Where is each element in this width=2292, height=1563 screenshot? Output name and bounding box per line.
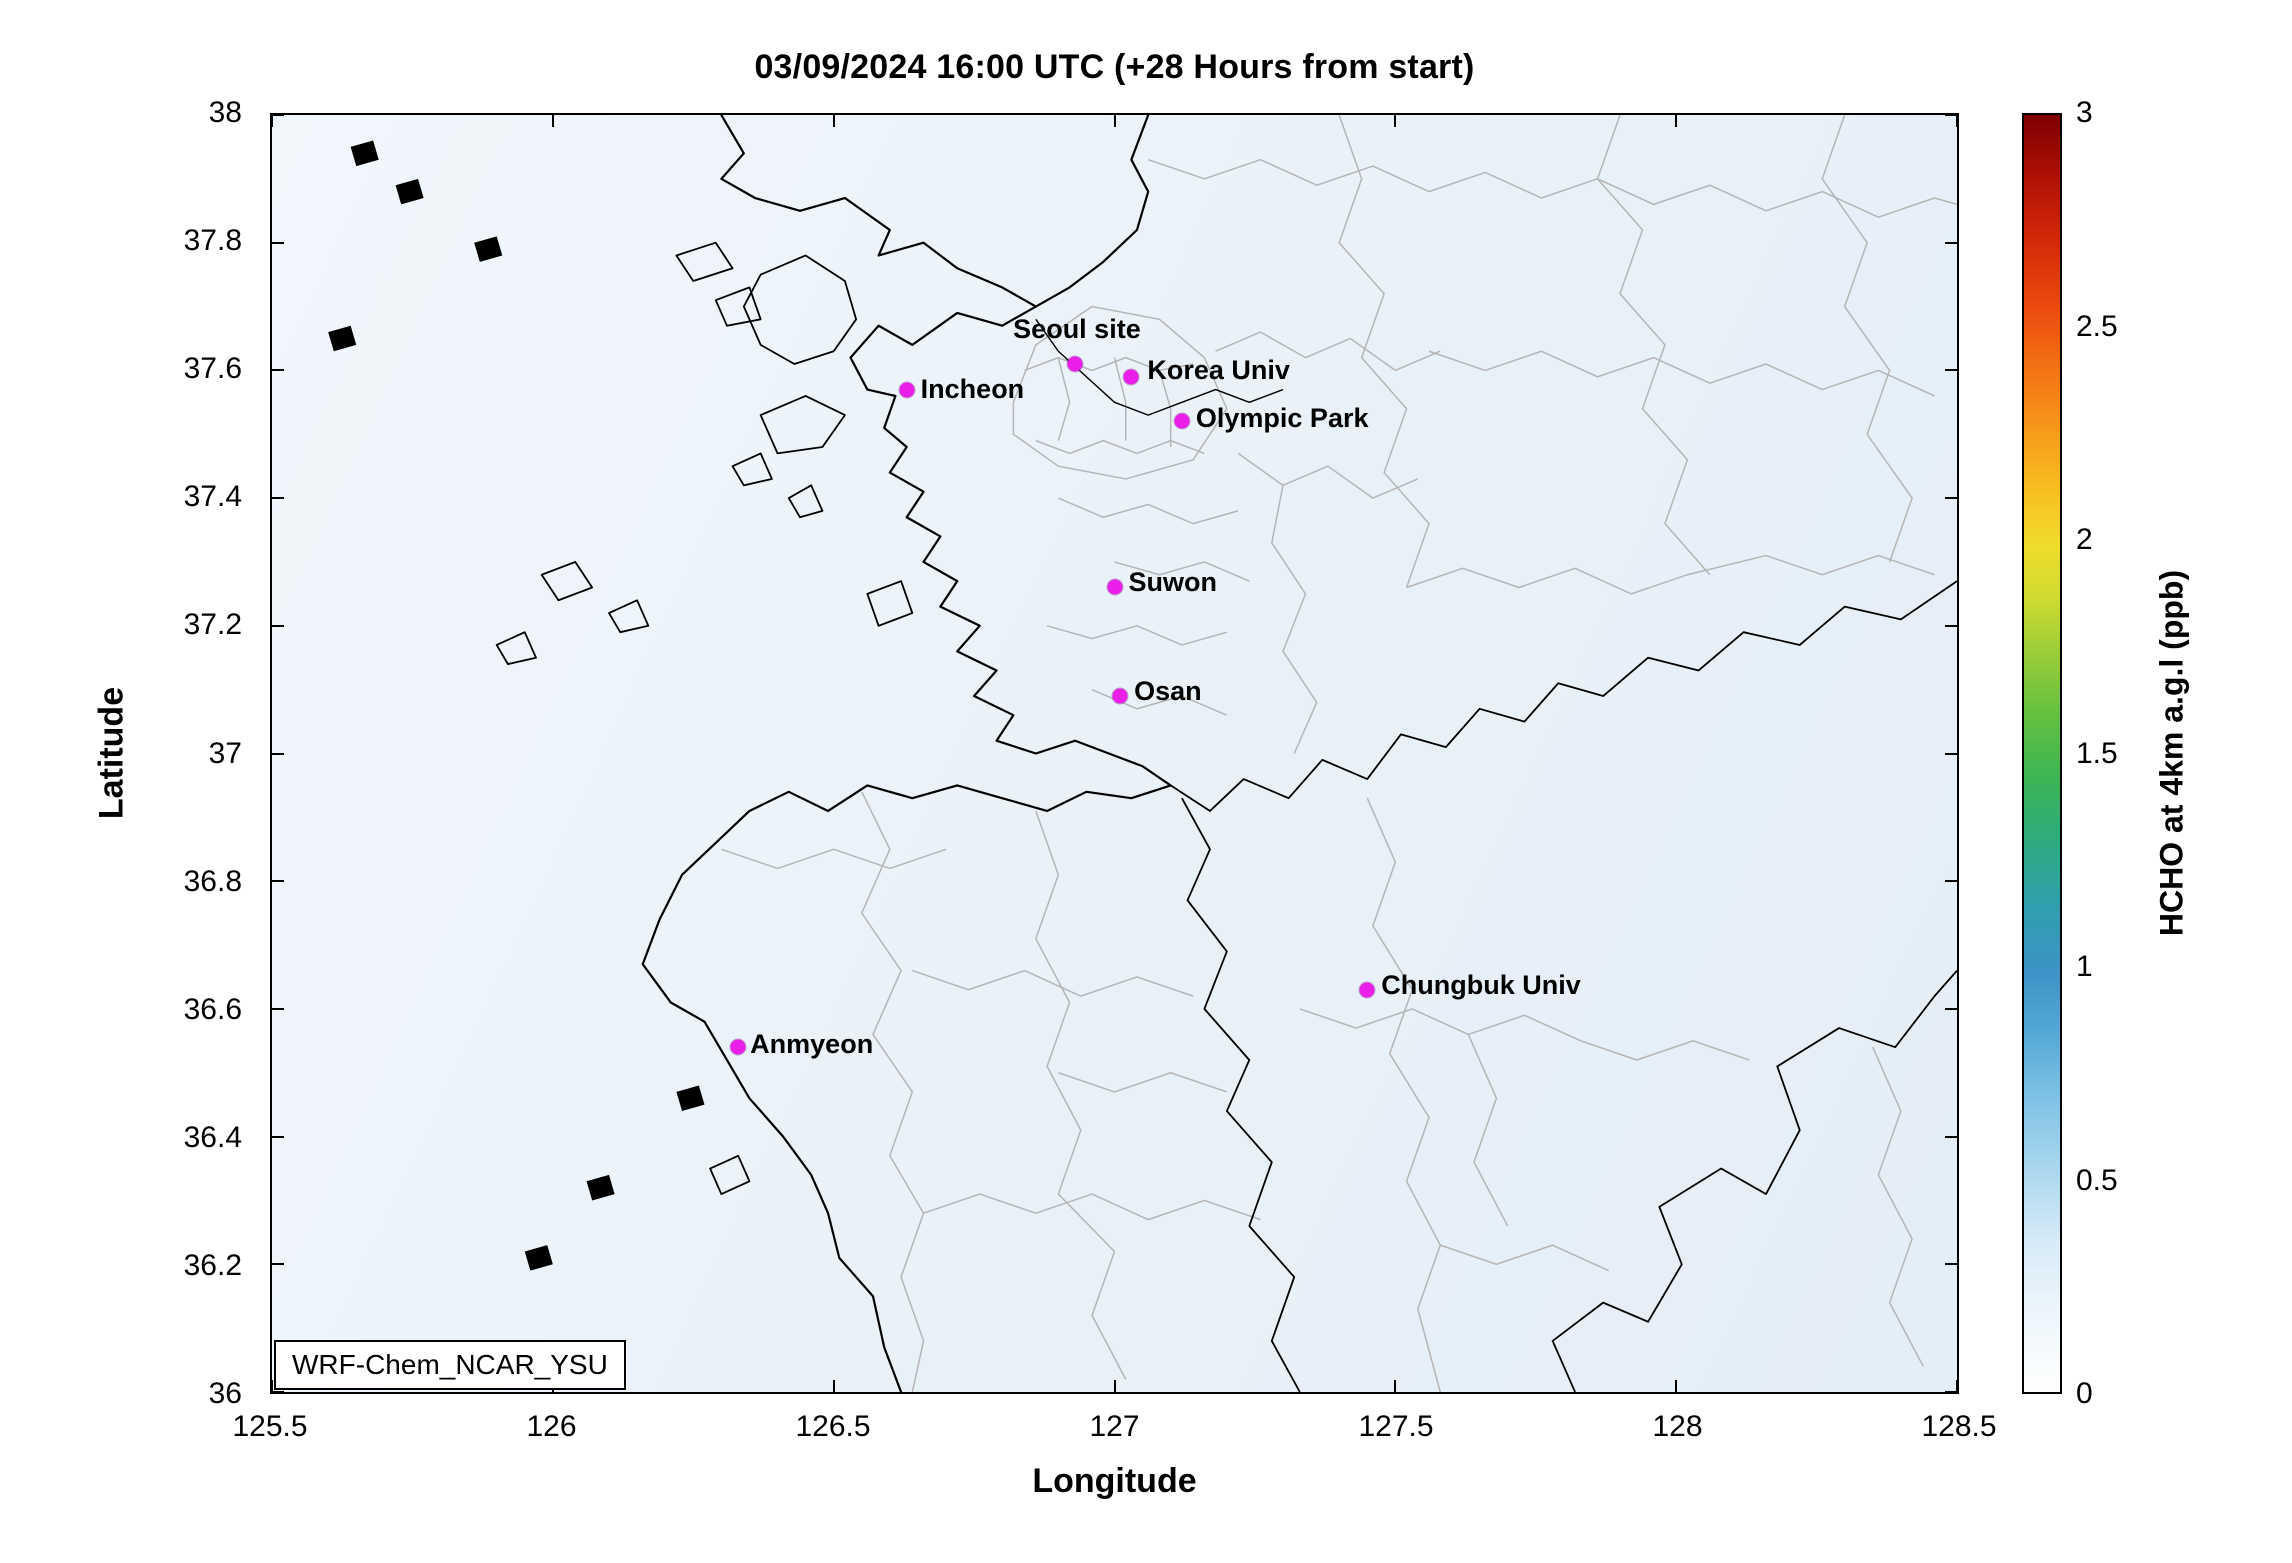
x-tick-label: 128 (1652, 1410, 1703, 1443)
x-tick-label: 127 (1089, 1410, 1140, 1443)
y-tick-label: 36.8 (183, 864, 242, 898)
model-label-box: WRF-Chem_NCAR_YSU (274, 1340, 626, 1390)
y-tick-label: 37.2 (183, 608, 242, 642)
x-tick-label: 127.5 (1358, 1410, 1434, 1443)
korea-map (272, 115, 1957, 1392)
county-boundaries-layer (721, 115, 1957, 1392)
station-label: Osan (1134, 676, 1202, 707)
y-tick-label: 36.4 (183, 1120, 242, 1154)
province-boundaries-layer (1171, 581, 1957, 1392)
y-tick-label: 37.6 (183, 352, 242, 386)
stations-layer: Seoul site Korea Univ Incheon Olympic Park S… (272, 115, 1957, 1392)
station-label: Anmyeon (750, 1029, 874, 1060)
y-tick-label: 36.6 (183, 992, 242, 1026)
station-marker-icon (1174, 413, 1190, 429)
map-plot-area: Seoul site Korea Univ Incheon Olympic Park S… (270, 113, 1959, 1394)
y-tick-label: 36.2 (183, 1248, 242, 1282)
y-tick-label: 37.8 (183, 224, 242, 258)
x-tick-label: 126.5 (795, 1410, 871, 1443)
plot-title: 03/09/2024 16:00 UTC (+28 Hours from sta… (754, 48, 1475, 86)
station-label: Korea Univ (1147, 354, 1290, 385)
station-label: Suwon (1128, 567, 1218, 598)
colorbar-tick-label: 2 (2076, 523, 2093, 556)
colorbar-tick-label: 3 (2076, 96, 2093, 129)
colorbar-tick-label: 0 (2076, 1377, 2093, 1410)
x-tick-label: 125.5 (232, 1410, 308, 1443)
colorbar-tick-labels: 0 0.5 1 1.5 2 2.5 3 (2076, 96, 2206, 1410)
colorbar-tick-label: 1 (2076, 950, 2093, 983)
y-tick-labels: 38 37.8 37.6 37.4 37.2 37 36.8 36.6 36.4 36.2 36 (0, 96, 256, 1410)
x-tick-label: 128.5 (1921, 1410, 1997, 1443)
y-tick-label: 36 (208, 1377, 242, 1410)
colorbar-tick-label: 0.5 (2076, 1163, 2118, 1197)
station-marker-icon (1359, 982, 1375, 998)
station-marker-icon (1112, 688, 1128, 704)
colorbar (2022, 113, 2062, 1394)
station-marker-icon (1123, 369, 1139, 385)
islands-layer (328, 141, 912, 1271)
station-label: Seoul site (1013, 314, 1141, 344)
station-marker-icon (1067, 356, 1083, 372)
x-tick-label: 126 (526, 1410, 577, 1443)
colorbar-tick-label: 1.5 (2076, 736, 2118, 770)
x-axis-label: Longitude (1032, 1462, 1197, 1500)
model-label-text: WRF-Chem_NCAR_YSU (292, 1349, 608, 1380)
y-tick-label: 38 (208, 96, 242, 129)
colorbar-tick-label: 2.5 (2076, 309, 2118, 343)
station-label: Incheon (920, 373, 1025, 404)
y-tick-label: 37 (208, 736, 242, 770)
station-label: Chungbuk Univ (1381, 969, 1581, 1000)
station-marker-icon (730, 1039, 746, 1055)
x-tick-labels: 125.5 126 126.5 127 127.5 128 128.5 (232, 1404, 1996, 1448)
station-marker-icon (899, 382, 915, 398)
station-marker-icon (1107, 579, 1122, 595)
colorbar-label: HCHO at 4km a.g.l (ppb) (2153, 569, 2190, 937)
station-label: Olympic Park (1195, 403, 1369, 434)
y-tick-label: 37.4 (183, 480, 242, 514)
